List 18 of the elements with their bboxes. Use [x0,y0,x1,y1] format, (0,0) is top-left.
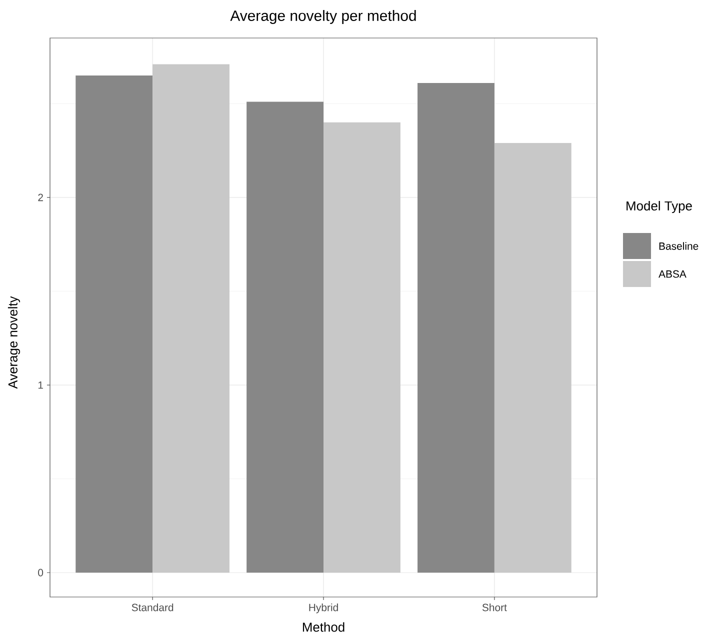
y-axis-title: Average novelty [8,296,20,389]
x-tick-label: Standard [132,604,174,612]
x-tick-label: Hybrid [309,604,338,614]
text: Baseline [659,242,698,250]
legend-title: Model Type [626,200,692,214]
bar [494,143,572,573]
bar [246,102,324,573]
bar [152,64,230,573]
bar [324,122,400,573]
y-tick-label: 0 [38,568,44,576]
bar [76,76,153,573]
bar [418,83,494,573]
y-tick-label: 2 [38,194,43,202]
chart-title: Average novelty per method [230,10,416,24]
text: ABSA [658,270,686,278]
x-tick-label: Short [482,604,507,612]
y-tick-label: 1 [38,381,43,389]
x-axis-title: Method [302,622,344,632]
